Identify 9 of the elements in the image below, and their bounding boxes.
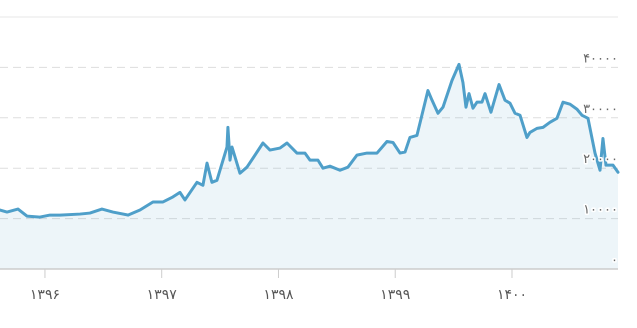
y-tick-label: ۱۰۰۰۰ xyxy=(583,202,618,218)
x-tick-label: ۱۴۰۰ xyxy=(496,287,528,303)
x-tick-label: ۱۳۹۷ xyxy=(146,287,178,303)
x-tick-label: ۱۳۹۶ xyxy=(30,287,60,303)
y-tick-label: ۰ xyxy=(611,253,618,268)
y-tick-label: ۴۰۰۰۰ xyxy=(583,51,618,66)
x-tick-label: ۱۳۹۸ xyxy=(263,287,294,303)
y-tick-label: ۳۰۰۰۰ xyxy=(583,102,618,117)
x-tick-label: ۱۳۹۹ xyxy=(380,287,410,303)
